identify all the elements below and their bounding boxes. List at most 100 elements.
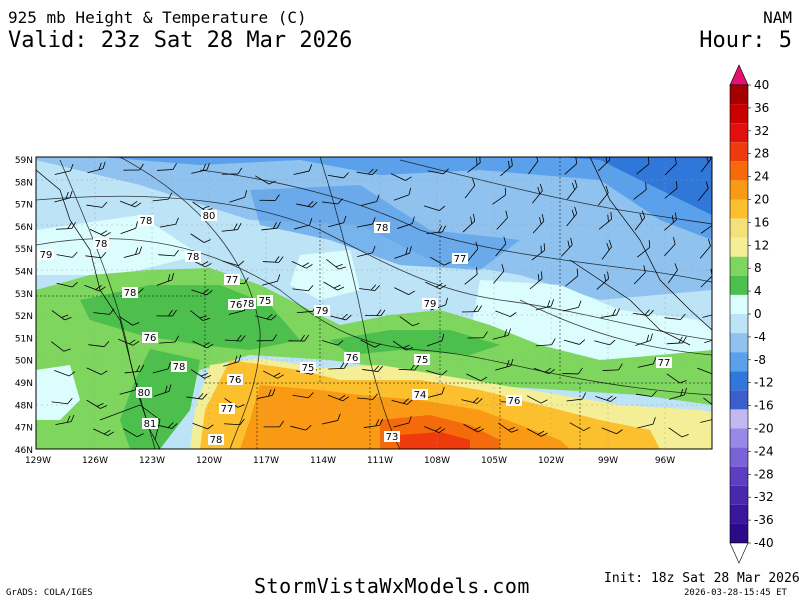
wind-barb — [467, 331, 488, 339]
wind-barb — [363, 418, 384, 428]
wind-barb — [565, 268, 579, 287]
wind-barb — [666, 373, 687, 384]
wind-barb — [322, 340, 344, 346]
colorbar-label: -8 — [754, 353, 766, 367]
wind-barb — [495, 236, 507, 257]
wind-barb — [364, 309, 386, 317]
wind-barb — [596, 271, 609, 290]
wind-barb — [633, 265, 646, 285]
contour-label-bg — [138, 215, 154, 226]
contour-label-bg — [240, 298, 256, 309]
wind-barb — [330, 313, 352, 321]
site-name: StormVistaWxModels.com — [254, 574, 530, 598]
colorbar-segment — [730, 314, 748, 334]
contour-label-bg — [344, 352, 360, 363]
wind-barb — [222, 260, 245, 267]
wind-barb — [563, 339, 586, 345]
temperature-colorbar: 4036322824201612840-4-8-12-16-20-24-28-3… — [729, 64, 774, 564]
wind-barb — [263, 370, 284, 379]
lon-label: 105W — [481, 456, 507, 466]
wind-barb — [397, 216, 415, 229]
chart-title: 925 mb Height & Temperature (C) — [8, 8, 307, 27]
latitude-labels: 59N 58N 57N 56N 55N 54N 53N 52N 51N 50N 49N 48N 47N 4… — [15, 156, 33, 456]
wind-barb — [293, 218, 313, 230]
wind-barb — [293, 164, 313, 175]
wind-barb — [602, 363, 623, 371]
wind-barb — [467, 157, 481, 173]
lon-label: 99W — [598, 456, 618, 466]
wind-barb — [697, 181, 709, 202]
wind-barb — [263, 420, 284, 428]
colorbar-label: 24 — [754, 170, 769, 184]
height-contour-label: 78 — [242, 299, 255, 310]
wind-barb — [498, 422, 519, 433]
lat-label: 57N — [15, 201, 33, 211]
colorbar-segment — [730, 352, 748, 372]
wind-barb — [51, 310, 72, 321]
colorbar-segment — [730, 428, 748, 448]
contour-label-bg — [136, 387, 152, 398]
wind-barb — [562, 367, 583, 375]
contour-label-bg — [224, 274, 240, 285]
wind-barb — [398, 363, 420, 371]
wind-barb — [528, 157, 539, 175]
wind-barb — [462, 213, 476, 233]
colorbar-label: -16 — [754, 399, 774, 413]
height-contour-label: 75 — [416, 355, 429, 366]
colorbar-segment — [730, 275, 748, 295]
height-contour-label: 78 — [124, 288, 137, 299]
wind-barb — [192, 422, 214, 430]
wind-barb — [357, 245, 376, 258]
wind-barb — [156, 163, 177, 171]
colorbar-segment — [730, 409, 748, 429]
model-name: NAM — [763, 8, 792, 27]
contour-label-bg — [414, 354, 430, 365]
wind-barb — [495, 310, 517, 318]
wind-barb — [394, 287, 416, 295]
wind-barb — [463, 424, 485, 433]
wind-barb — [191, 162, 210, 174]
wind-barb — [93, 428, 115, 436]
wind-barb — [699, 239, 711, 259]
colorbar-segment — [730, 333, 748, 353]
colorbar-segment — [730, 504, 748, 524]
wind-barb — [492, 328, 511, 340]
colorbar-label: 4 — [754, 284, 762, 298]
temperature-field — [36, 157, 712, 449]
colorbar-segment — [730, 85, 748, 105]
wind-barb — [362, 365, 384, 372]
wind-barb — [123, 163, 144, 171]
wind-barb — [426, 386, 445, 399]
wind-barb — [322, 413, 341, 425]
map-frame — [35, 156, 713, 450]
wind-barb — [560, 237, 573, 257]
wind-barb — [532, 214, 545, 234]
wind-barb — [566, 392, 587, 402]
wind-barb — [327, 172, 349, 179]
wind-barb — [356, 168, 378, 176]
lon-label: 129W — [25, 456, 51, 466]
wind-barb — [467, 241, 479, 262]
contour-label-bg — [142, 332, 158, 343]
wind-barb — [532, 183, 543, 204]
wind-barb — [224, 334, 246, 342]
wind-barb — [601, 427, 623, 435]
colorbar-label: 8 — [754, 261, 762, 275]
wind-barb — [664, 313, 686, 320]
wind-barb — [496, 210, 508, 230]
wind-barb — [359, 284, 381, 292]
contour-label-bg — [300, 362, 316, 373]
wind-barb — [55, 222, 76, 230]
height-contour-label: 78 — [173, 362, 186, 373]
generated-timestamp: 2026-03-28-15:45 ET — [684, 588, 787, 598]
wind-barb — [493, 264, 505, 284]
wind-barb — [567, 179, 578, 200]
wind-barb — [323, 281, 345, 291]
colorbar-segment — [730, 523, 748, 543]
wind-barb — [56, 281, 78, 288]
grads-credit: GrADS: COLA/IGES — [6, 588, 93, 598]
height-contour-label: 77 — [658, 358, 671, 369]
wind-barb — [634, 210, 646, 231]
contour-label-bg — [257, 295, 273, 306]
wind-barb — [321, 198, 343, 205]
